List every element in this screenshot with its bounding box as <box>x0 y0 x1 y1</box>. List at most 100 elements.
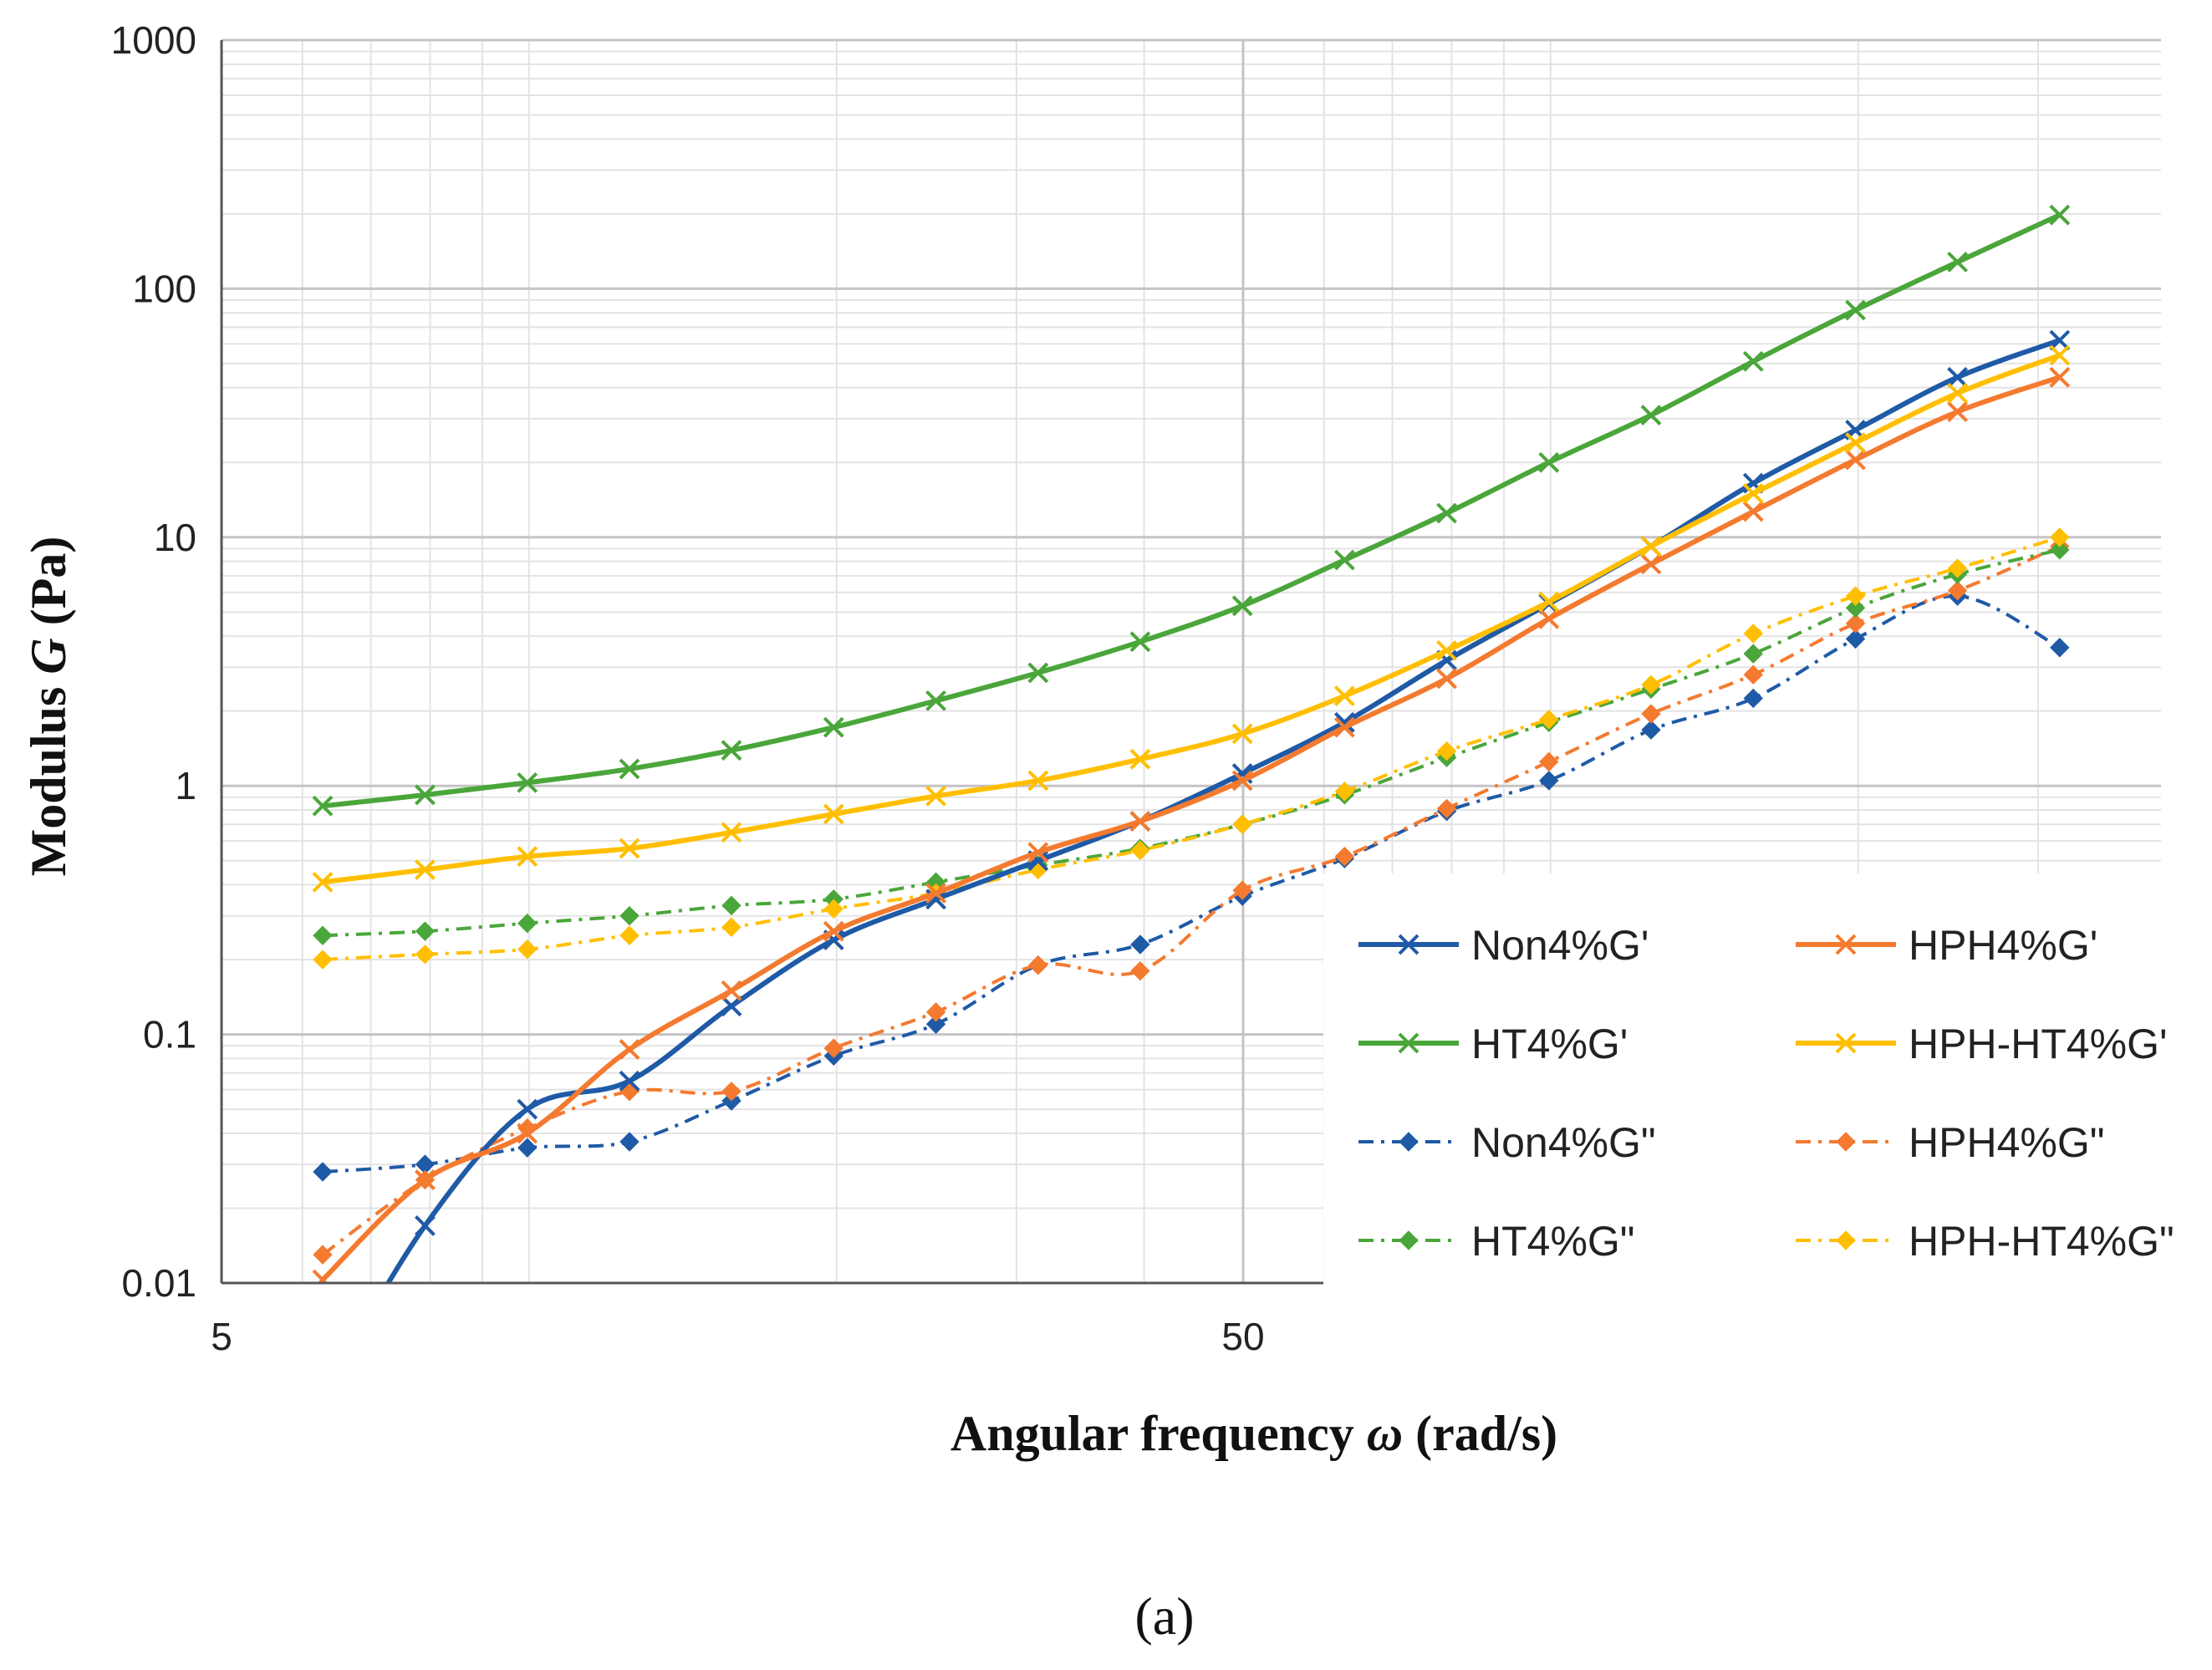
legend-marker <box>1399 1132 1419 1152</box>
data-point <box>1231 723 1253 745</box>
data-point <box>1027 662 1049 684</box>
legend-label: HPH4%G' <box>1909 922 2097 969</box>
data-point <box>517 1138 538 1158</box>
legend-item: Non4%G" <box>1358 1119 1656 1166</box>
series-line <box>320 374 2061 1282</box>
data-point <box>1845 449 1866 471</box>
legend-marker <box>1836 1132 1856 1152</box>
data-point <box>1027 770 1049 792</box>
series-line <box>322 212 2062 809</box>
data-point <box>313 950 333 970</box>
data-point <box>1333 685 1355 707</box>
data-point <box>721 740 742 761</box>
data-point <box>1539 751 1559 772</box>
series-hph4-g- <box>312 367 2071 1283</box>
legend: Non4%G' HPH4%G' HT4%G' HPH-HT4%G' Non4%G" HPH… <box>1323 873 2212 1302</box>
data-point <box>1129 811 1151 832</box>
legend-label: HPH-HT4%G" <box>1909 1218 2174 1265</box>
data-point <box>1743 688 1763 709</box>
data-point <box>823 899 844 919</box>
legend-item: HPH4%G" <box>1796 1119 2104 1166</box>
series-layer <box>312 204 2071 1283</box>
data-point <box>415 784 436 806</box>
data-point <box>2049 344 2071 366</box>
data-point <box>1333 549 1355 571</box>
data-point <box>721 822 742 843</box>
data-point <box>1845 614 1866 634</box>
data-point <box>517 1123 538 1144</box>
data-point <box>415 1215 436 1236</box>
data-point <box>517 939 538 960</box>
y-tick-label: 10 <box>154 516 196 559</box>
data-point <box>619 1039 640 1061</box>
legend-item: Non4%G' <box>1358 922 1649 969</box>
legend-item: HPH-HT4%G" <box>1796 1218 2174 1265</box>
data-point <box>1130 960 1150 981</box>
data-point <box>415 921 436 941</box>
axes: 0.01 0.1 1 10 100 1000 5 50 <box>111 18 1323 1358</box>
data-point <box>721 895 742 916</box>
legend-item: HT4%G" <box>1358 1218 1635 1265</box>
data-point <box>415 859 436 880</box>
data-point <box>312 795 334 817</box>
legend-marker <box>1398 934 1419 955</box>
legend-marker <box>1398 1032 1419 1054</box>
data-point <box>925 785 946 807</box>
data-point <box>1231 770 1253 792</box>
data-point <box>823 1038 844 1058</box>
y-tick-label: 100 <box>132 267 196 310</box>
data-point <box>619 1070 640 1092</box>
data-point <box>619 1132 640 1152</box>
x-tick-label: 5 <box>211 1315 232 1358</box>
data-point <box>2050 527 2070 547</box>
data-point <box>1232 814 1252 834</box>
data-point <box>2050 540 2070 560</box>
data-point <box>925 1002 946 1022</box>
data-point <box>823 716 844 738</box>
data-point <box>1436 668 1457 690</box>
data-point <box>2050 638 2070 658</box>
data-point <box>925 883 946 904</box>
data-point <box>1436 502 1457 524</box>
legend-item: HPH4%G' <box>1796 922 2097 969</box>
data-point <box>1640 536 1662 557</box>
data-point <box>1333 716 1355 738</box>
data-point <box>823 803 844 825</box>
data-point <box>313 1162 333 1182</box>
data-point <box>1538 451 1560 473</box>
data-point <box>1947 367 1968 388</box>
legend-label: HT4%G" <box>1471 1218 1635 1265</box>
legend-marker <box>1835 934 1857 955</box>
data-point <box>1743 644 1763 664</box>
legend-marker <box>1835 1032 1857 1054</box>
data-point <box>312 871 334 893</box>
data-point <box>721 1082 742 1102</box>
data-point <box>1231 595 1253 617</box>
y-tick-label: 1 <box>175 764 196 807</box>
data-point <box>1742 483 1764 504</box>
data-point <box>1641 704 1661 724</box>
data-point <box>721 980 742 1001</box>
y-tick-label: 0.01 <box>121 1261 196 1305</box>
y-axis-title: Modulus G (Pa) <box>21 537 76 877</box>
data-point <box>619 838 640 859</box>
data-point <box>619 905 640 926</box>
data-point <box>1027 842 1049 863</box>
data-point <box>1641 675 1661 695</box>
x-axis-title: Angular frequency ω (rad/s) <box>951 1406 1557 1461</box>
data-point <box>1436 741 1457 761</box>
data-point <box>1539 710 1559 730</box>
data-point <box>1538 591 1560 613</box>
data-point <box>1742 501 1764 522</box>
data-point <box>1947 401 1968 422</box>
data-point <box>1641 720 1661 740</box>
data-point <box>1232 880 1252 900</box>
series-line <box>322 353 2061 885</box>
y-tick-label: 1000 <box>111 18 196 62</box>
data-point <box>1947 252 1968 272</box>
data-point <box>2049 367 2071 388</box>
y-tick-label: 0.1 <box>143 1013 196 1056</box>
data-point <box>1845 299 1866 321</box>
legend-marker <box>1399 1230 1419 1250</box>
data-point <box>1129 748 1151 770</box>
